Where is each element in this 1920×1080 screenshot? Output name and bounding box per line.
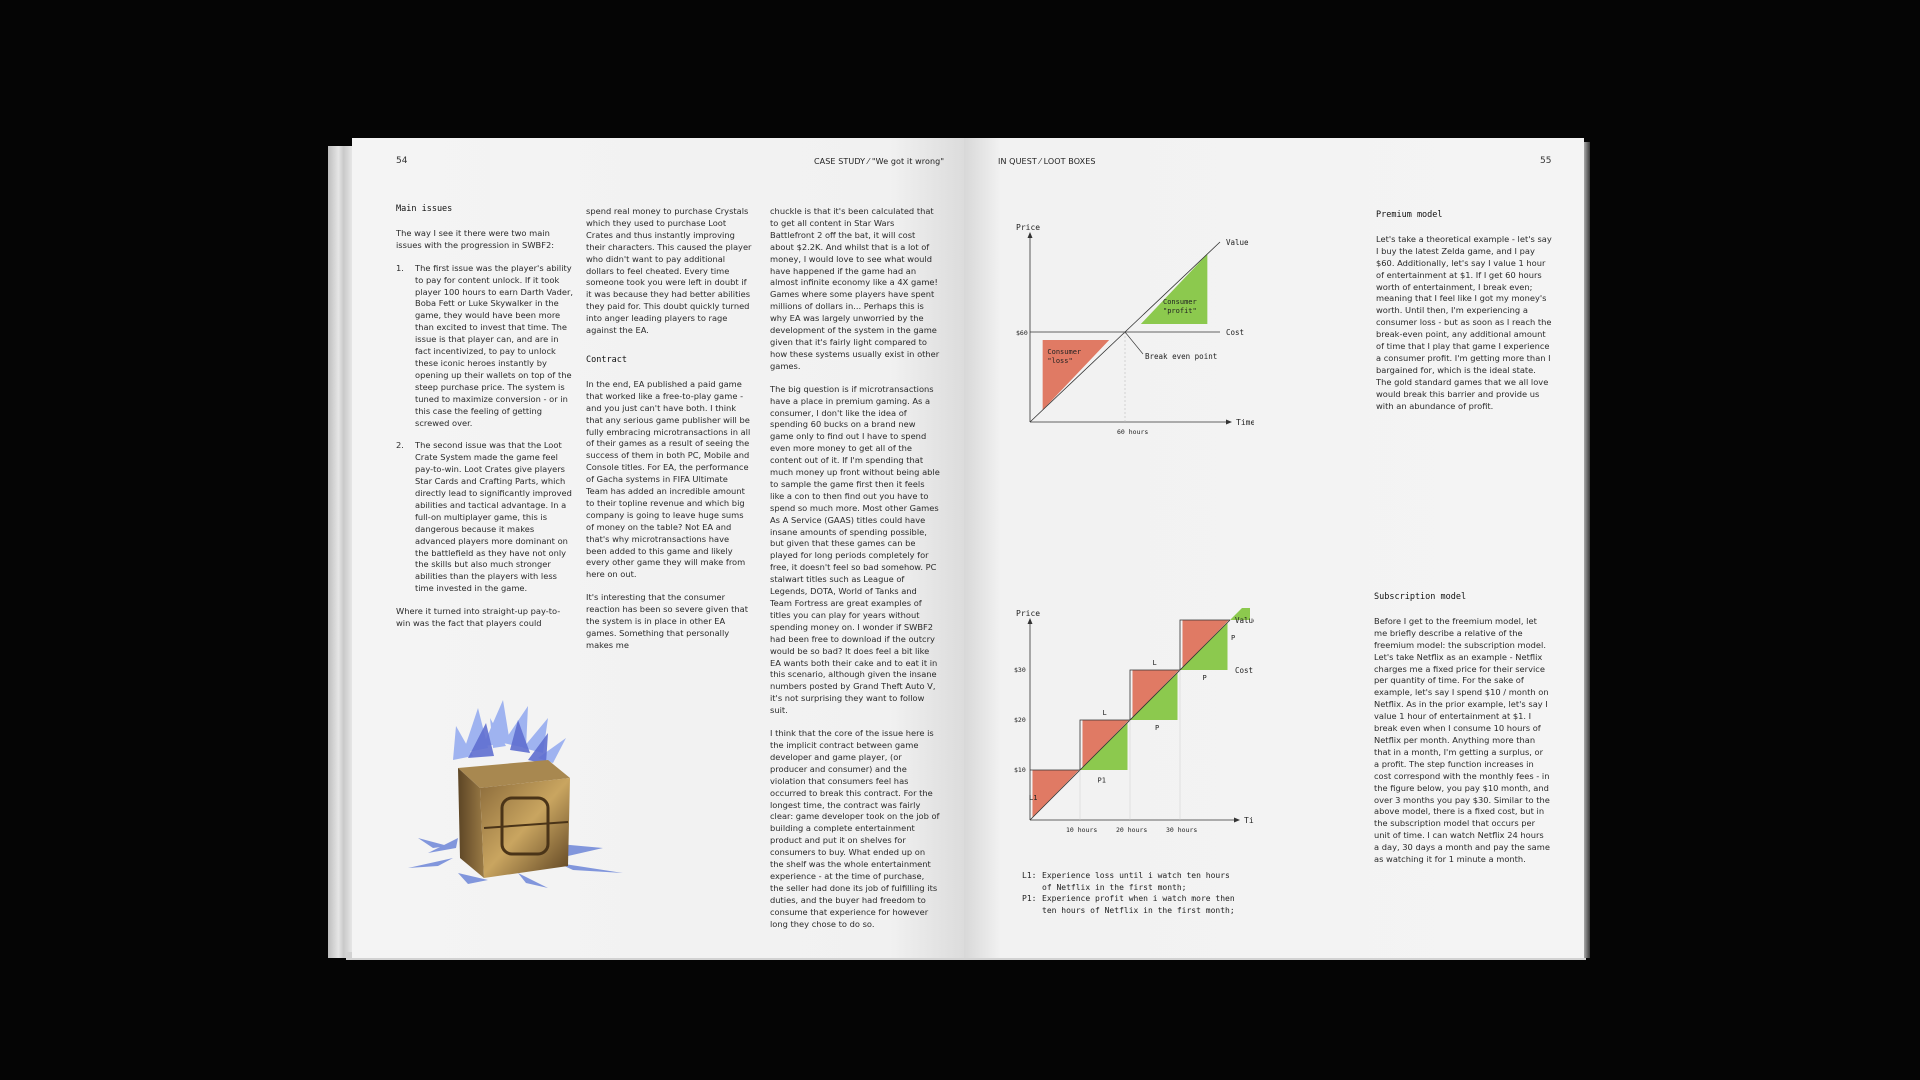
- column-3: chuckle is that it's been calculated tha…: [770, 206, 940, 941]
- paragraph: Where it turned into straight-up pay-to-…: [396, 606, 561, 629]
- annotation: L1: [1029, 794, 1037, 802]
- column-2: spend real money to purchase Crystals wh…: [586, 206, 752, 663]
- page-stack-left: [328, 146, 354, 958]
- column-1: Main issues The way I see it there were …: [396, 204, 574, 641]
- series-label-cost: Cost: [1226, 328, 1244, 337]
- annotation: L: [1153, 659, 1157, 667]
- x-axis-arrow: [1226, 419, 1232, 425]
- x-tick-label: 60 hours: [1117, 428, 1148, 436]
- annotation-profit: "profit": [1163, 307, 1197, 315]
- list-item: 2. The second issue was that the Loot Cra…: [396, 440, 572, 594]
- paragraph: spend real money to purchase Crystals wh…: [586, 206, 752, 336]
- y-axis-arrow: [1027, 232, 1033, 238]
- page-number: 55: [1540, 156, 1552, 166]
- paragraph: Before I get to the freemium model, let …: [1374, 615, 1550, 865]
- loss-area: [1042, 340, 1110, 410]
- y-axis-arrow: [1027, 618, 1033, 624]
- x-tick-label: 10 hours: [1066, 826, 1097, 834]
- paragraph: chuckle is that it's been calculated tha…: [770, 206, 940, 371]
- annotation: P: [1155, 724, 1159, 732]
- list-item: 1. The first issue was the player's abili…: [396, 262, 574, 428]
- annotation-break-even: Break even point: [1145, 352, 1217, 361]
- legend-item: L1: Experience loss until i watch ten hou…: [1022, 871, 1230, 892]
- x-tick-label: 30 hours: [1166, 826, 1197, 834]
- series-label-cost: Cost: [1235, 666, 1253, 675]
- annotation: P1: [1098, 777, 1106, 785]
- chart-legend: L1: Experience loss until i watch ten hou…: [1022, 870, 1242, 916]
- paragraph: In the end, EA published a paid game tha…: [586, 378, 751, 580]
- x-tick-label: 20 hours: [1116, 826, 1147, 834]
- loot-crate-illustration: [408, 700, 623, 888]
- profit-area: [1140, 254, 1208, 324]
- series-label-value: Value: [1226, 238, 1249, 247]
- y-tick-label: $10: [1014, 766, 1026, 774]
- legend-item: P1: Experience profit when i watch more t…: [1022, 894, 1235, 915]
- subscription-model-chart: Price Time 10 hours $10 20 hours $20 30 hours $…: [1014, 608, 1254, 834]
- annotation: P: [1231, 634, 1235, 642]
- issue-list: 1. The first issue was the player's abili…: [396, 263, 574, 595]
- cost-step-line: [1030, 619, 1230, 771]
- annotation-loss: "loss": [1047, 357, 1072, 365]
- section-heading: Contract: [586, 354, 627, 365]
- x-axis-arrow: [1234, 817, 1240, 823]
- y-tick-label: $60: [1016, 329, 1028, 337]
- x-axis-label: Time: [1244, 816, 1254, 825]
- paragraph: The way I see it there were two main iss…: [396, 227, 555, 250]
- annotation-profit: Consumer: [1163, 298, 1197, 306]
- running-head: CASE STUDY ⁄ "We got it wrong": [814, 157, 945, 166]
- profit-step: [1230, 608, 1250, 620]
- paragraph: I think that the core of the issue here …: [770, 728, 940, 929]
- premium-section: Premium model Let's take a theoretical e…: [1376, 210, 1552, 424]
- annotation: L: [1103, 709, 1107, 717]
- y-axis-label: Price: [1016, 223, 1040, 232]
- subscription-section: Subscription model Before I get to the f…: [1374, 592, 1550, 877]
- y-tick-label: $20: [1014, 716, 1026, 724]
- paragraph: Let's take a theoretical example - let's…: [1376, 233, 1552, 411]
- left-page: 54 CASE STUDY ⁄ "We got it wrong" Main i…: [352, 138, 964, 958]
- annotation: P: [1203, 674, 1207, 682]
- y-axis-label: Price: [1016, 609, 1040, 618]
- y-tick-label: $30: [1014, 666, 1026, 674]
- x-axis-label: Time: [1236, 418, 1254, 427]
- page-number: 54: [396, 156, 408, 166]
- annotation-pointer: [1124, 331, 1144, 355]
- paragraph: It's interesting that the consumer react…: [586, 592, 748, 650]
- paragraph: The big question is if microtransactions…: [770, 383, 940, 716]
- section-heading: Premium model: [1376, 210, 1443, 220]
- right-page: IN QUEST ⁄ LOOT BOXES 55 Price Time Value C…: [964, 138, 1584, 958]
- page-stack-right: [1582, 142, 1590, 958]
- section-heading: Main issues: [396, 204, 453, 214]
- annotation-loss: Consumer: [1047, 348, 1081, 356]
- running-head: IN QUEST ⁄ LOOT BOXES: [998, 157, 1096, 166]
- section-heading: Subscription model: [1374, 592, 1467, 602]
- series-label-value: Value: [1235, 616, 1254, 625]
